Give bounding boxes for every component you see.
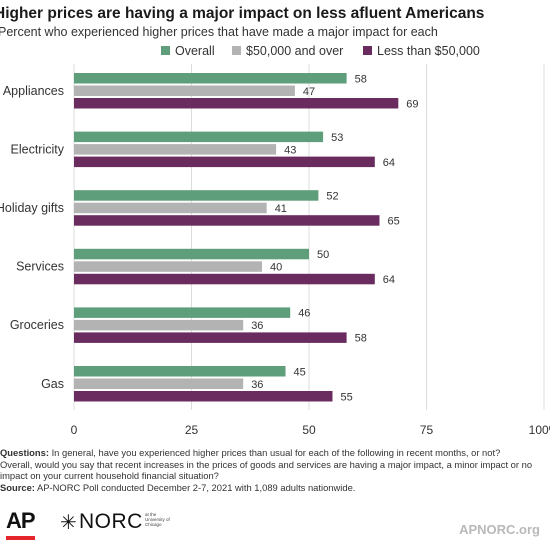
category-label: Gas xyxy=(41,377,64,391)
legend-item-50k-and-over: $50,000 and over xyxy=(232,44,343,58)
data-label: 46 xyxy=(298,308,310,320)
questions-label: Questions: xyxy=(0,447,49,458)
category-label: Appliances xyxy=(3,84,64,98)
bar-less-than-50-000 xyxy=(74,156,375,168)
bar-overall xyxy=(74,366,286,377)
category-label: Holiday gifts xyxy=(0,201,64,215)
norc-logo: NORC xyxy=(79,510,143,533)
legend-swatch-50k-and-over xyxy=(232,46,241,55)
bar-50-000-and-over xyxy=(74,261,262,272)
category-label: Groceries xyxy=(10,318,64,332)
site-url: APNORC.org xyxy=(459,522,540,537)
bar-less-than-50-000 xyxy=(74,273,375,285)
data-label: 47 xyxy=(303,86,315,98)
bar-50-000-and-over xyxy=(74,144,277,155)
data-label: 43 xyxy=(284,144,296,156)
legend-item-less-than-50k: Less than $50,000 xyxy=(363,44,480,58)
legend-label-overall: Overall xyxy=(175,44,215,58)
legend-swatch-overall xyxy=(161,46,170,55)
bar-overall xyxy=(74,73,347,84)
source-text: AP-NORC Poll conducted December 2-7, 202… xyxy=(37,481,356,493)
category-label: Electricity xyxy=(11,142,65,156)
data-label: 36 xyxy=(251,320,263,332)
chart-title: Higher prices are having a major impact … xyxy=(0,5,485,22)
data-label: 53 xyxy=(331,132,343,144)
bar-50-000-and-over xyxy=(74,202,267,214)
norc-star-icon: ✳ xyxy=(60,512,77,534)
norc-affiliation: at the University of Chicago xyxy=(145,512,170,527)
legend-swatch-less-than-50k xyxy=(363,46,372,55)
bar-chart: Appliances 58 47 69 Electricity 53 43 64 Holiday… xyxy=(0,64,550,437)
bar-overall xyxy=(74,190,319,201)
bar-50-000-and-over xyxy=(74,378,244,389)
footnotes: Questions: In general, have you experien… xyxy=(0,447,550,493)
bar-less-than-50-000 xyxy=(74,391,333,402)
x-tick-label: 25 xyxy=(185,423,199,437)
legend-item-overall: Overall xyxy=(161,44,215,58)
data-label: 58 xyxy=(355,73,367,85)
bar-overall xyxy=(74,307,291,318)
x-tick-label: 100% xyxy=(529,423,550,437)
data-label: 52 xyxy=(326,191,338,203)
x-tick-label: 75 xyxy=(420,423,434,437)
bar-overall xyxy=(74,248,309,260)
data-label: 45 xyxy=(294,366,306,378)
legend-label-50k-and-over: $50,000 and over xyxy=(246,44,344,58)
ap-logo: AP xyxy=(6,508,36,533)
data-label: 58 xyxy=(355,333,367,345)
bar-less-than-50-000 xyxy=(74,98,399,109)
bar-50-000-and-over xyxy=(74,319,244,331)
legend-label-less-than-50k: Less than $50,000 xyxy=(377,44,480,58)
questions-line-1: In general, have you experienced higher … xyxy=(51,447,501,458)
data-label: 64 xyxy=(383,157,395,169)
bar-50-000-and-over xyxy=(74,85,295,96)
bar-less-than-50-000 xyxy=(74,332,347,343)
data-label: 64 xyxy=(383,274,395,286)
category-label: Services xyxy=(16,260,64,274)
data-label: 50 xyxy=(317,249,329,261)
questions-line-2: Overall, would you say that recent incre… xyxy=(0,458,533,470)
legend: Overall $50,000 and over Less than $50,0… xyxy=(0,44,550,60)
data-label: 36 xyxy=(251,379,263,391)
data-label: 55 xyxy=(341,391,353,403)
bar-less-than-50-000 xyxy=(74,215,380,226)
chart-subtitle: Percent who experienced higher prices th… xyxy=(0,25,438,39)
ap-logo-underline xyxy=(6,536,35,540)
data-label: 41 xyxy=(275,203,287,215)
x-tick-label: 50 xyxy=(302,423,316,437)
x-tick-label: 0 xyxy=(71,423,78,437)
bar-overall xyxy=(74,131,324,143)
source-label: Source: xyxy=(0,481,35,493)
data-label: 40 xyxy=(270,262,282,274)
data-label: 69 xyxy=(406,98,418,110)
data-label: 65 xyxy=(388,216,400,228)
questions-line-3: impact on your current household financi… xyxy=(0,470,219,481)
